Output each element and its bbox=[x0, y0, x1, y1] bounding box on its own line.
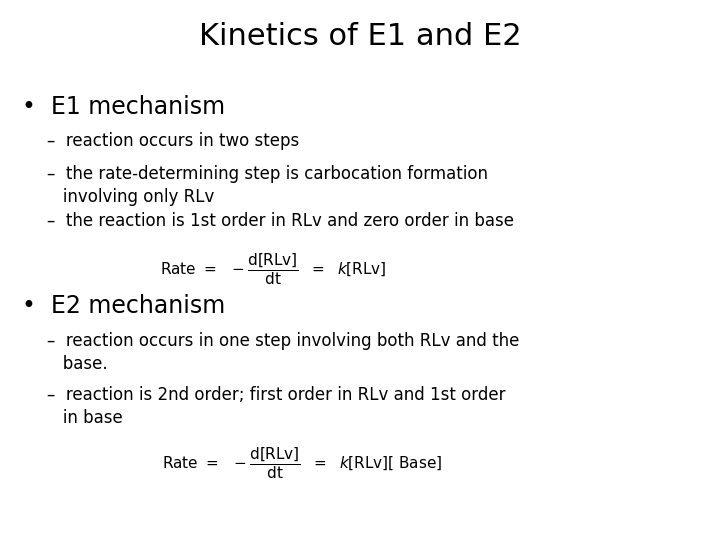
Text: –  the reaction is 1st order in RLv and zero order in base: – the reaction is 1st order in RLv and z… bbox=[47, 212, 514, 230]
Text: –  the rate-determining step is carbocation formation
   involving only RLv: – the rate-determining step is carbocati… bbox=[47, 165, 488, 206]
Text: –  reaction occurs in one step involving both RLv and the
   base.: – reaction occurs in one step involving … bbox=[47, 332, 519, 373]
Text: Rate $=\ \ -\dfrac{\mathsf{d[RLv]}}{\mathsf{dt}}\ \ =\ \ k$[RLv][ Base]: Rate $=\ \ -\dfrac{\mathsf{d[RLv]}}{\mat… bbox=[162, 446, 443, 481]
Text: –  reaction is 2nd order; first order in RLv and 1st order
   in base: – reaction is 2nd order; first order in … bbox=[47, 386, 505, 427]
Text: Kinetics of E1 and E2: Kinetics of E1 and E2 bbox=[199, 22, 521, 51]
Text: •  E2 mechanism: • E2 mechanism bbox=[22, 294, 225, 318]
Text: Rate $=\ \ -\dfrac{\mathsf{d[RLv]}}{\mathsf{dt}}\ \ =\ \ k$[RLv]: Rate $=\ \ -\dfrac{\mathsf{d[RLv]}}{\mat… bbox=[161, 251, 387, 287]
Text: –  reaction occurs in two steps: – reaction occurs in two steps bbox=[47, 132, 299, 150]
Text: •  E1 mechanism: • E1 mechanism bbox=[22, 94, 225, 118]
